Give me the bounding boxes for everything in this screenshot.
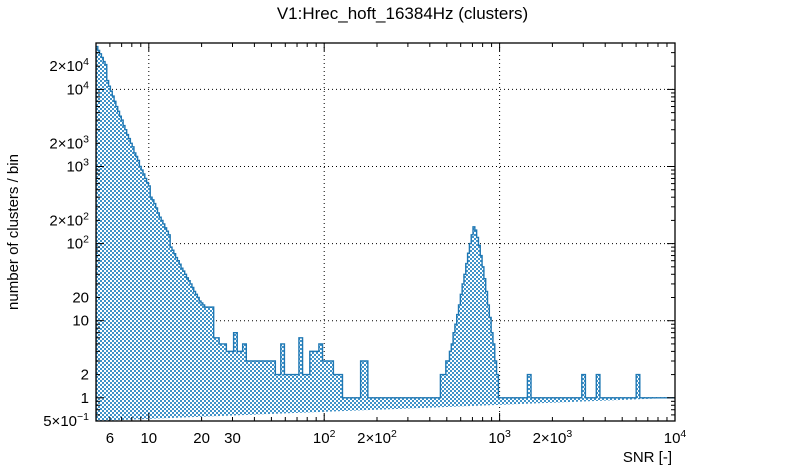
- x-tick-label: 10: [140, 430, 157, 447]
- x-tick-label: 104: [664, 428, 687, 447]
- axis-ticks: [95, 42, 676, 422]
- y-tick-label: 103: [66, 157, 89, 176]
- x-tick-label: 103: [488, 428, 511, 447]
- y-axis-tick-labels: 5×10−1 1 2 10 20 102 2×102 103 2×103 104 2×104: [43, 56, 89, 430]
- y-tick-label: 2×104: [49, 56, 89, 75]
- y-tick-label: 2: [81, 367, 89, 384]
- x-tick-label: 102: [313, 428, 336, 447]
- y-tick-label: 10: [72, 313, 89, 330]
- y-axis-title: number of clusters / bin: [5, 154, 22, 310]
- y-tick-label: 2×103: [49, 133, 89, 152]
- y-tick-label: 5×10−1: [43, 411, 89, 430]
- histogram-outline: [96, 45, 675, 421]
- page-title: V1:Hrec_hoft_16384Hz (clusters): [276, 4, 529, 23]
- x-tick-label: 2×102: [357, 428, 397, 447]
- histogram-fill: [96, 46, 675, 421]
- x-axis-tick-labels: 6 10 20 30 102 2×102 103 2×103 104: [106, 428, 687, 447]
- x-tick-label: 20: [193, 430, 210, 447]
- y-tick-label: 104: [66, 79, 89, 98]
- y-tick-label: 102: [66, 234, 89, 253]
- y-tick-label: 2×102: [49, 210, 89, 229]
- histogram-bars: [96, 45, 675, 421]
- y-tick-label: 1: [81, 390, 89, 407]
- frame-rect: [95, 42, 676, 422]
- x-tick-label: 2×103: [533, 428, 573, 447]
- y-tick-label: 20: [72, 289, 89, 306]
- x-tick-label: 6: [106, 430, 114, 447]
- x-tick-label: 30: [224, 430, 241, 447]
- plot-frame: [95, 42, 676, 422]
- x-axis-title: SNR [-]: [623, 449, 672, 466]
